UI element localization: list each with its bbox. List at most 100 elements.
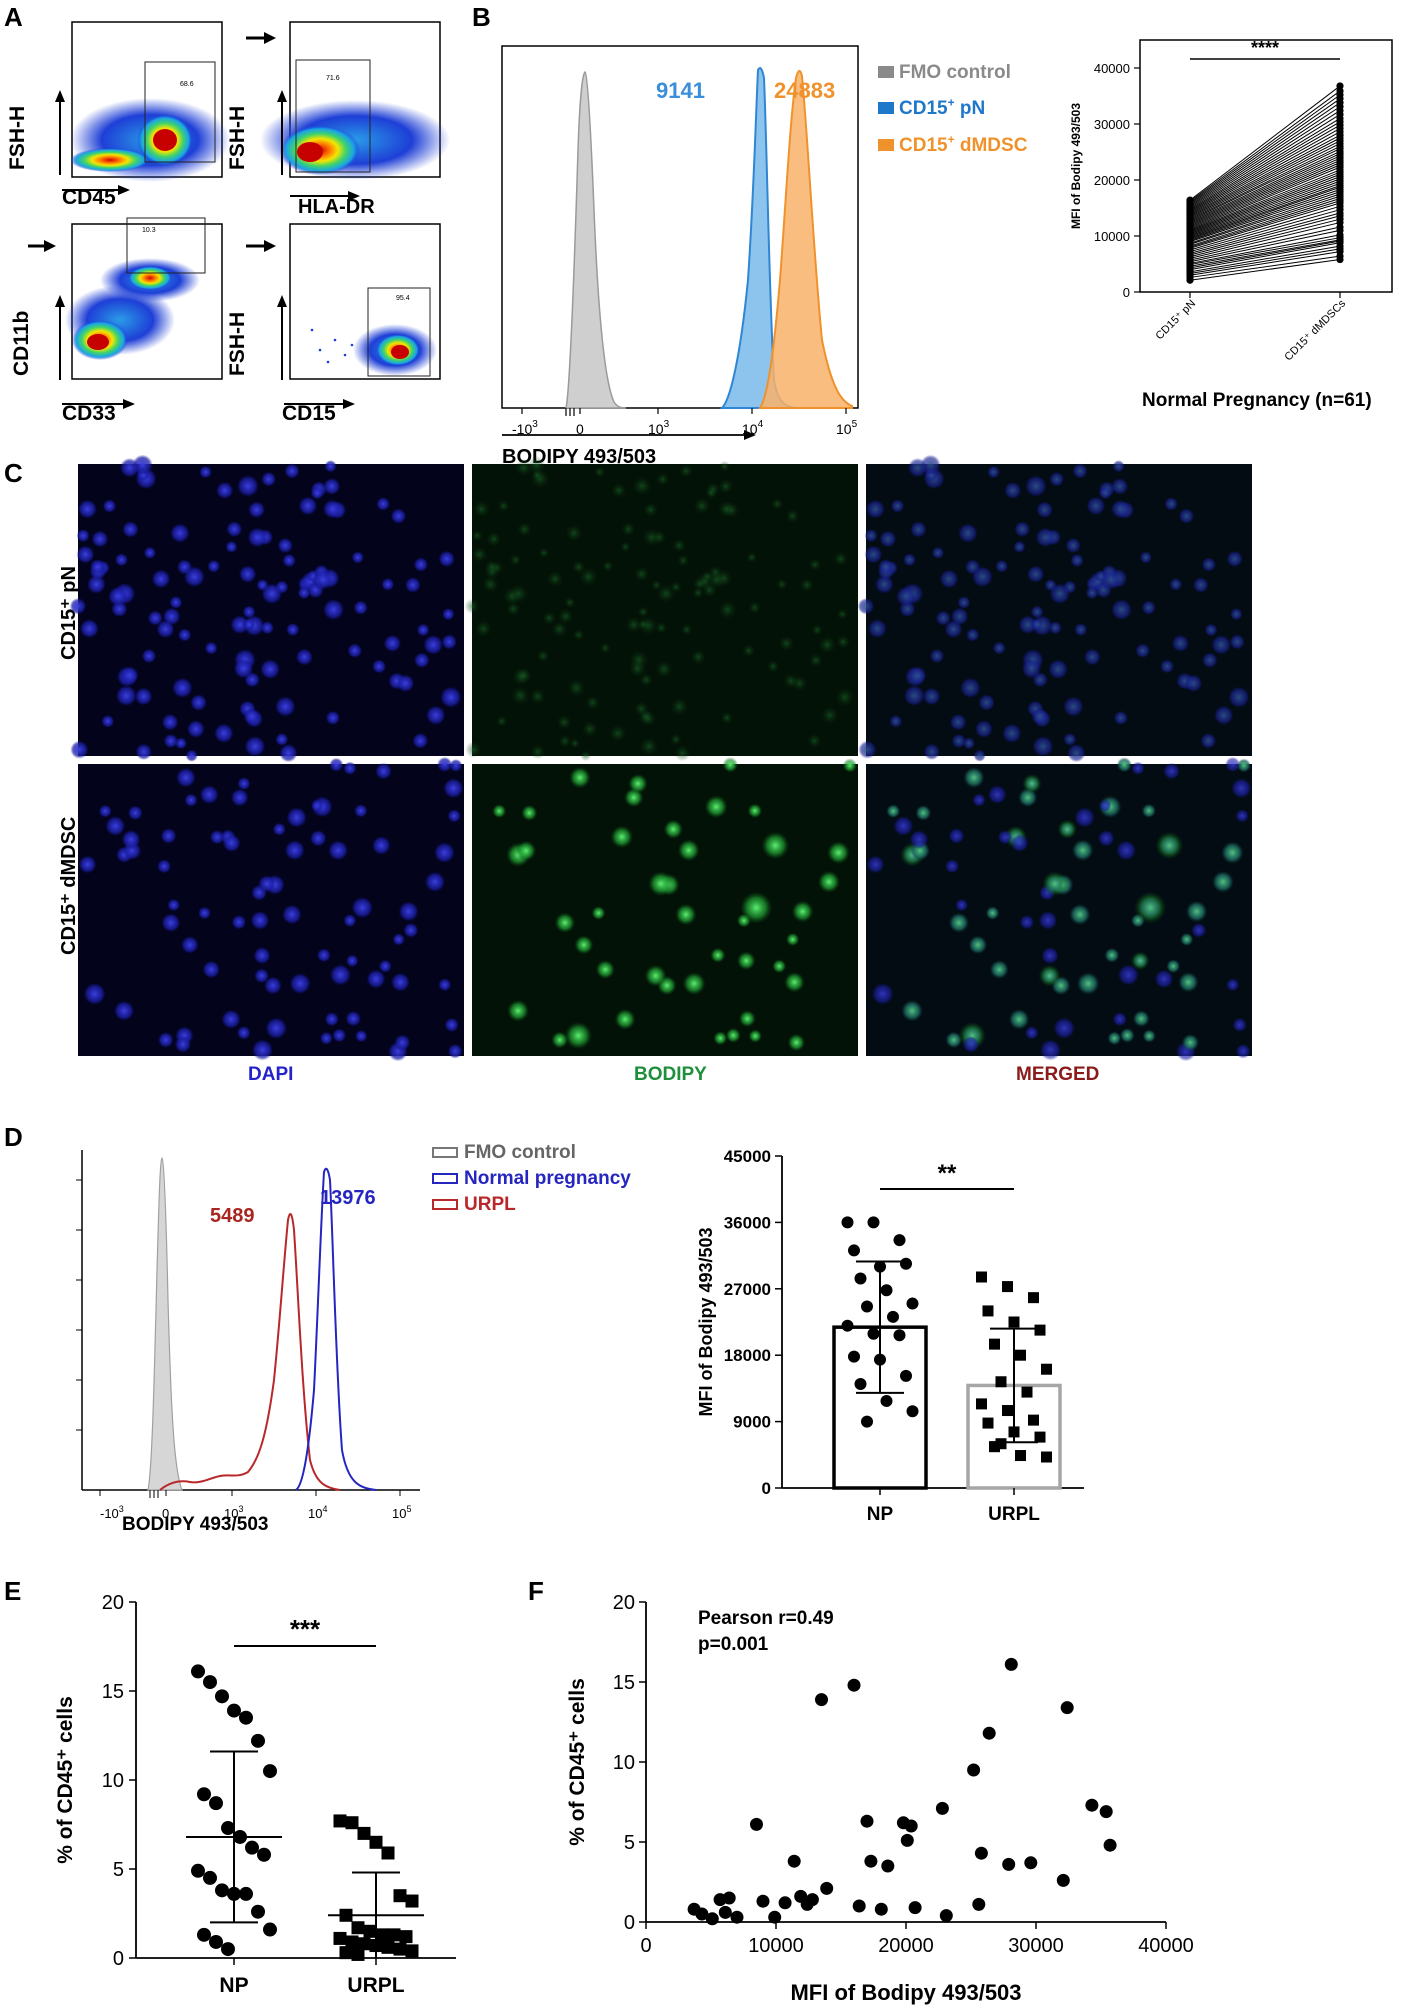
data-point xyxy=(974,1846,988,1860)
tick-label: -103 xyxy=(100,1504,124,1521)
data-point-urpl xyxy=(405,1944,419,1958)
significance-label: *** xyxy=(290,1614,321,1644)
y-axis-label: FSH-H xyxy=(226,106,249,170)
data-point-urpl xyxy=(989,1338,1000,1350)
micrograph-bodipy-row-2 xyxy=(472,757,858,1056)
peak-label-urpl: 5489 xyxy=(210,1205,255,1227)
data-point xyxy=(847,1678,861,1692)
panel-label-f: F xyxy=(528,1576,544,1606)
y-axis-label: % of CD45⁺ cells xyxy=(566,1678,589,1845)
data-point-urpl xyxy=(369,1835,383,1849)
data-point-urpl xyxy=(1034,1324,1046,1336)
gating-plot-cd45: 68.6 FSH-H CD45 xyxy=(6,21,230,209)
data-point xyxy=(900,1833,914,1847)
x-tick-label: NP xyxy=(219,1974,248,1997)
data-point-np xyxy=(861,1300,873,1313)
paired-line xyxy=(1189,205,1341,251)
data-point-np xyxy=(221,1942,235,1957)
histogram-cd15-dmdsc xyxy=(758,70,853,409)
data-point-np xyxy=(215,1883,229,1898)
data-point-dmdsc xyxy=(1336,82,1344,90)
x-tick-label: CD15⁺ pN xyxy=(1154,298,1199,343)
paired-line xyxy=(1189,218,1341,258)
y-tick-label: 0 xyxy=(1123,285,1130,300)
y-tick-label: 40000 xyxy=(1094,61,1130,76)
paired-line xyxy=(1189,166,1341,230)
data-point-np xyxy=(906,1297,919,1310)
paired-line xyxy=(1189,102,1341,206)
data-point-np xyxy=(861,1415,873,1428)
panel-b-histogram: 9141 24883 -103 0 103 104 105 xyxy=(501,45,859,437)
data-point-np xyxy=(239,1710,253,1725)
data-point-urpl xyxy=(1021,1386,1033,1398)
data-point-urpl xyxy=(339,1946,353,1960)
data-point-urpl xyxy=(1015,1450,1026,1462)
data-point xyxy=(705,1912,719,1926)
data-point xyxy=(815,1693,828,1707)
gate-value: 95.4 xyxy=(396,295,410,302)
x-axis-label: BODIPY 493/503 xyxy=(122,1514,269,1535)
data-point xyxy=(1002,1857,1016,1871)
data-point-urpl xyxy=(345,1935,359,1949)
y-axis-label: MFI of Bodipy 493/503 xyxy=(696,1227,716,1416)
pearson-r-label: Pearson r=0.49 xyxy=(698,1608,834,1629)
panel-label-e: E xyxy=(4,1576,22,1606)
tick-label: 103 xyxy=(224,1504,243,1521)
y-tick-label: 20000 xyxy=(1094,173,1130,188)
paired-line xyxy=(1189,212,1341,254)
gating-plot-hla-dr: 71.6 FSH-H HLA-DR xyxy=(226,21,450,218)
paired-line xyxy=(1189,248,1341,275)
paired-line xyxy=(1189,215,1341,256)
data-point xyxy=(1024,1856,1038,1870)
y-tick-label: 20 xyxy=(102,1592,124,1614)
paired-line xyxy=(1189,157,1341,226)
peak-label-np: 13976 xyxy=(320,1187,376,1209)
data-point-urpl xyxy=(333,1931,347,1945)
histogram-fmo-control xyxy=(147,1157,183,1491)
data-point-np xyxy=(221,1821,235,1836)
data-point-urpl xyxy=(1002,1405,1013,1417)
data-point-urpl xyxy=(351,1921,365,1935)
x-tick-label: CD15⁺ dMDSCs xyxy=(1282,297,1348,363)
data-point xyxy=(864,1854,878,1868)
histogram-normal-pregnancy xyxy=(295,1167,377,1491)
tick-label: -103 xyxy=(512,419,538,437)
column-label-merged: MERGED xyxy=(1016,1064,1100,1085)
data-point-np xyxy=(880,1394,893,1407)
micrograph-bodipy-row-1 xyxy=(464,455,858,762)
data-point-np xyxy=(887,1310,899,1323)
paired-line xyxy=(1189,85,1341,201)
data-point-np xyxy=(251,1904,265,1919)
legend-item-fmo: FMO control xyxy=(432,1140,631,1166)
data-point-urpl xyxy=(363,1924,377,1938)
paired-line xyxy=(1189,229,1341,263)
data-point-urpl xyxy=(345,1816,359,1830)
legend-item-dmdsc: CD15+ dMDSC xyxy=(878,124,1027,160)
y-tick-label: 36000 xyxy=(724,1213,771,1232)
y-tick-label: 10000 xyxy=(1094,229,1130,244)
paired-line xyxy=(1189,90,1341,202)
x-tick-label: URPL xyxy=(347,1974,404,1997)
data-point xyxy=(967,1763,981,1777)
paired-line xyxy=(1189,134,1341,216)
data-point-urpl xyxy=(1028,1414,1039,1426)
data-point-urpl xyxy=(399,1930,413,1944)
paired-line xyxy=(1189,193,1341,244)
micrograph-merged-row-1 xyxy=(857,454,1252,763)
y-tick-label: 15 xyxy=(102,1681,124,1703)
y-axis-label: FSH-H xyxy=(226,312,249,376)
data-point xyxy=(778,1896,792,1910)
data-point-urpl xyxy=(333,1814,347,1828)
data-point xyxy=(972,1897,986,1911)
data-point-urpl xyxy=(1015,1349,1026,1361)
paired-line xyxy=(1189,173,1341,234)
data-point-urpl xyxy=(387,1928,401,1942)
x-axis-label: CD15 xyxy=(282,402,336,425)
paired-line xyxy=(1189,198,1341,247)
data-point-np xyxy=(245,1840,259,1855)
data-point xyxy=(904,1819,918,1833)
paired-line xyxy=(1189,245,1341,273)
paired-line xyxy=(1189,159,1341,227)
data-point-np xyxy=(841,1216,854,1229)
micrograph-merged-row-2 xyxy=(866,756,1252,1062)
